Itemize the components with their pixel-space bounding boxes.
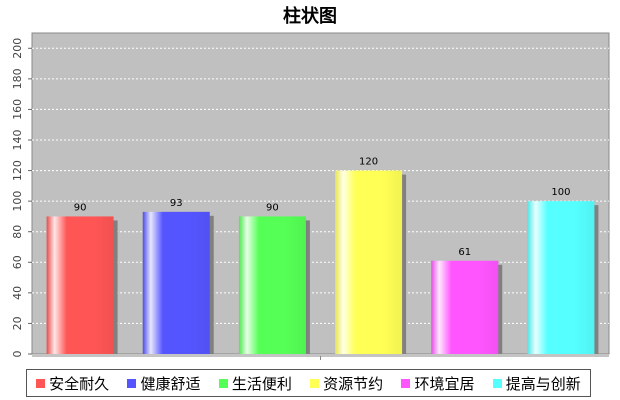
y-tick-label: 120 (11, 160, 24, 181)
legend-item: 资源节约 (310, 373, 383, 394)
legend-item: 生活便利 (218, 373, 292, 394)
legend-label: 资源节约 (323, 374, 384, 393)
legend-swatch (127, 378, 137, 388)
legend-label: 安全耐久 (49, 374, 110, 393)
legend-label: 健康舒适 (140, 374, 201, 393)
y-tick-label: 80 (11, 225, 24, 239)
legend-label: 环境宜居 (414, 374, 475, 393)
y-tick-label: 160 (11, 99, 24, 120)
legend-label: 提高与创新 (505, 374, 581, 393)
plot-background (31, 32, 610, 355)
legend-item: 健康舒适 (127, 373, 201, 394)
bar-value-label: 120 (359, 157, 378, 168)
y-tick-label: 0 (11, 351, 24, 358)
legend-item: 提高与创新 (492, 373, 581, 394)
chart-title: 柱状图 (283, 6, 337, 27)
bar-value-label: 61 (458, 247, 471, 258)
bar (431, 260, 499, 354)
legend-swatch (36, 378, 46, 388)
bar-value-label: 93 (170, 198, 183, 209)
bar (238, 216, 306, 354)
legend-item: 安全耐久 (36, 373, 109, 394)
y-tick-label: 180 (11, 68, 24, 89)
legend-swatch (310, 378, 320, 388)
y-tick-label: 20 (11, 316, 24, 330)
legend-swatch (492, 378, 502, 388)
y-tick-label: 140 (11, 130, 24, 151)
bar-value-label: 100 (551, 187, 570, 198)
bar (142, 211, 210, 354)
legend-label: 生活便利 (231, 374, 292, 393)
bar (335, 170, 403, 354)
bar (527, 201, 595, 354)
bar-value-label: 90 (74, 202, 87, 213)
legend-swatch (218, 378, 228, 388)
y-tick-label: 100 (11, 191, 24, 212)
legend-item: 环境宜居 (401, 373, 474, 394)
y-tick-label: 200 (11, 38, 24, 59)
bar-value-label: 90 (266, 202, 279, 213)
y-tick-label: 40 (11, 286, 24, 300)
legend-swatch (401, 378, 411, 388)
y-tick-label: 60 (11, 255, 24, 269)
legend: 安全耐久 健康舒适 生活便利 资源节约 环境宜居 提高与创新 (26, 369, 591, 397)
bar (46, 216, 114, 354)
